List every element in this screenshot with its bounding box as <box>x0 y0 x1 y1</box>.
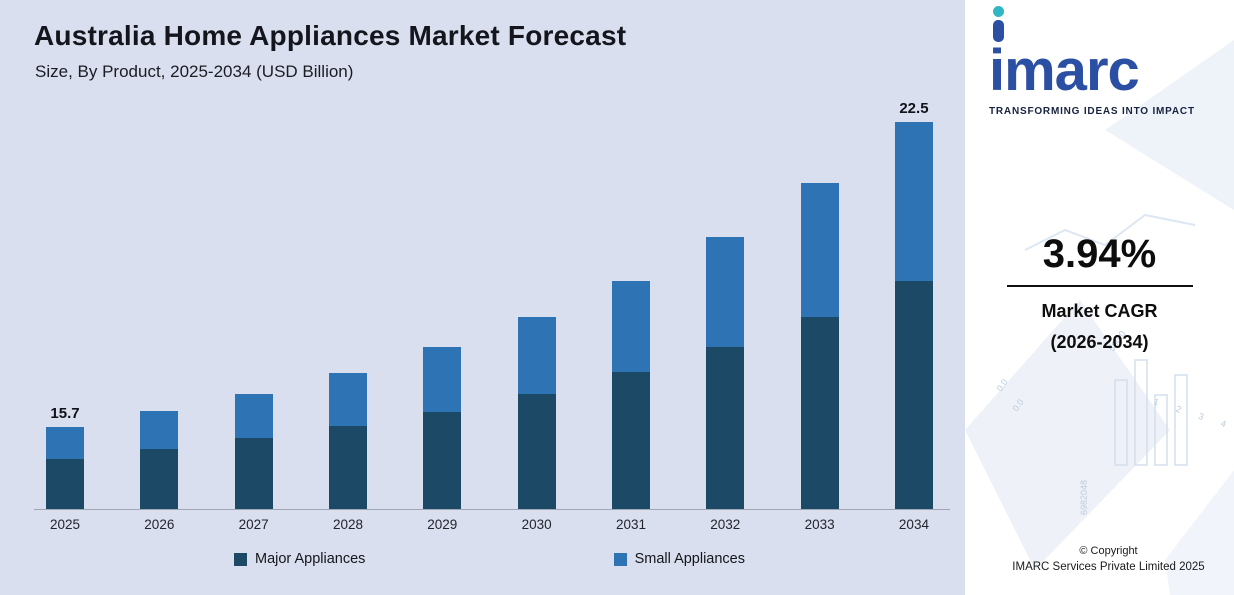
bar-column-2029 <box>423 90 462 510</box>
bar-segment-small-appliances <box>894 122 933 281</box>
x-tick-2032: 2032 <box>710 517 741 532</box>
bar-segment-major-appliances <box>328 426 367 510</box>
chart-area: Australia Home Appliances Market Forecas… <box>0 0 965 595</box>
imarc-logo-mark-icon <box>992 6 1004 42</box>
bar-column-2032 <box>706 90 745 510</box>
bar-segment-major-appliances <box>140 449 179 510</box>
bar-column-2033 <box>800 90 839 510</box>
bar-segment-major-appliances <box>517 394 556 510</box>
chart-subtitle: Size, By Product, 2025-2034 (USD Billion… <box>35 62 354 81</box>
x-tick-2025: 2025 <box>49 517 81 532</box>
bar-segment-major-appliances <box>234 438 273 510</box>
legend-label-small-appliances: Small Appliances <box>634 551 745 567</box>
bar-column-2031 <box>611 90 650 510</box>
bar-segment-major-appliances <box>611 372 650 510</box>
legend-item-major-appliances: Major Appliances <box>234 551 365 567</box>
watermark-text: 0.0 <box>1010 397 1025 413</box>
cagr-block: 3.94% Market CAGR (2026-2034) <box>965 232 1234 353</box>
x-axis-ticks: 2025 2026 2027 2028 2029 2030 2031 2032 2033 2034 <box>46 517 933 532</box>
bar-column-2026 <box>140 90 179 510</box>
chart-title: Australia Home Appliances Market Forecas… <box>34 20 627 51</box>
bar-segment-small-appliances <box>611 281 650 372</box>
bar-segment-major-appliances <box>800 317 839 510</box>
watermark-text: 1 2 3 4 <box>1152 396 1234 431</box>
bar-segment-small-appliances <box>140 411 179 449</box>
logo-wordmark: imarc <box>989 38 1140 103</box>
cagr-period: (2026-2034) <box>1050 332 1149 352</box>
bar-column-2034: 22.5 <box>894 90 933 510</box>
bar-segment-small-appliances <box>800 183 839 317</box>
logo-dot-icon <box>992 6 1004 17</box>
bar-segment-small-appliances <box>706 237 745 347</box>
copyright-block: © Copyright IMARC Services Private Limit… <box>965 545 1234 573</box>
legend-swatch-small-appliances <box>613 552 627 566</box>
info-panel: 500.0 0.0 0.0 1 2 3 4 6982048 imarc TRAN… <box>965 0 1234 595</box>
bar-column-2028 <box>328 90 367 510</box>
legend-label-major-appliances: Major Appliances <box>255 551 366 567</box>
bar-columns: 15.7 22.5 <box>46 90 933 510</box>
logo-tagline: TRANSFORMING IDEAS INTO IMPACT <box>989 106 1195 117</box>
x-tick-2030: 2030 <box>521 517 552 532</box>
cagr-value: 3.94% <box>1042 232 1157 276</box>
bar-segment-small-appliances <box>234 394 273 438</box>
chart-legend: Major Appliances Small Appliances <box>46 551 933 567</box>
x-tick-2029: 2029 <box>427 517 458 532</box>
legend-item-small-appliances: Small Appliances <box>613 551 745 567</box>
x-tick-2033: 2033 <box>804 517 835 532</box>
watermark-text: 0.0 <box>994 377 1009 393</box>
x-axis-line <box>34 509 950 510</box>
bar-segment-major-appliances <box>46 459 84 510</box>
bar-column-2025: 15.7 <box>46 90 84 510</box>
bar-segment-major-appliances <box>894 281 933 510</box>
bar-segment-major-appliances <box>706 347 745 510</box>
bar-total-label-2034: 22.5 <box>899 100 929 117</box>
cagr-divider <box>1006 285 1193 287</box>
bar-segment-small-appliances <box>46 427 84 459</box>
bar-segment-major-appliances <box>423 412 462 510</box>
bar-segment-small-appliances <box>328 373 367 426</box>
x-tick-2034: 2034 <box>898 517 929 532</box>
imarc-logo: imarc TRANSFORMING IDEAS INTO IMPACT <box>989 6 1224 117</box>
x-tick-2028: 2028 <box>332 517 363 532</box>
copyright-line1: © Copyright <box>1079 545 1138 557</box>
x-tick-2026: 2026 <box>144 517 175 532</box>
bar-segment-small-appliances <box>423 347 462 412</box>
x-tick-2031: 2031 <box>615 517 646 532</box>
bar-segment-small-appliances <box>517 317 556 394</box>
watermark-text: 6982048 <box>1079 480 1089 515</box>
x-tick-2027: 2027 <box>238 517 269 532</box>
bar-column-2027 <box>234 90 273 510</box>
logo-bar-icon <box>992 20 1004 42</box>
bar-column-2030 <box>517 90 556 510</box>
legend-swatch-major-appliances <box>234 552 247 566</box>
bar-total-label-2025: 15.7 <box>50 405 80 422</box>
copyright-line2: IMARC Services Private Limited 2025 <box>1012 561 1205 573</box>
cagr-label: Market CAGR <box>1041 301 1158 321</box>
